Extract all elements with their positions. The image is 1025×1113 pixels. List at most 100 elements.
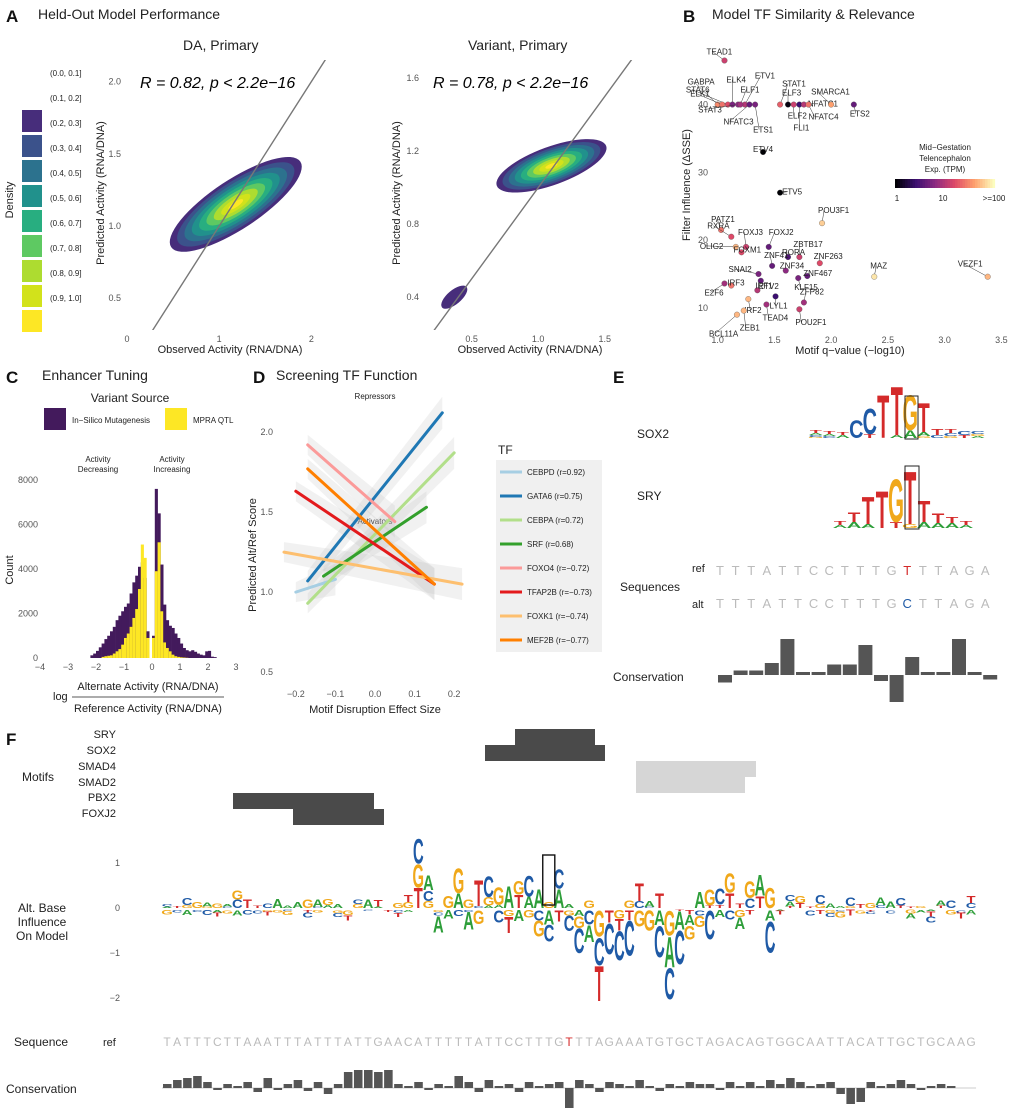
motif-letter: G	[943, 436, 958, 439]
identity-line	[151, 60, 327, 330]
influence-letter: C	[413, 831, 424, 871]
tf-point-label: GABPA	[688, 78, 716, 87]
colorbar-step	[965, 179, 968, 188]
motif-letter: T	[848, 509, 861, 525]
influence-letter: G	[181, 905, 192, 910]
mpra-bar	[143, 557, 147, 658]
variant-source-title: Variant Source	[91, 391, 170, 405]
sequence-base: T	[314, 1035, 322, 1049]
sequence-base: T	[766, 1035, 774, 1049]
motif-letter: T	[918, 494, 931, 529]
alt-base: T	[872, 596, 880, 611]
mpra-bar	[121, 644, 125, 658]
influence-letter: T	[685, 910, 694, 917]
influence-letter: A	[875, 895, 886, 908]
sequence-base: C	[514, 1035, 523, 1049]
influence-letter: A	[232, 909, 243, 917]
mpra-bar	[101, 656, 105, 658]
conservation-bar	[343, 1072, 353, 1088]
colorbar-step	[942, 179, 946, 188]
colorbar-step	[975, 179, 978, 188]
influence-letter: T	[514, 891, 524, 912]
sequence-base: A	[706, 1035, 714, 1049]
annotation-decreasing-2: Decreasing	[78, 465, 118, 474]
influence-letter: T	[605, 908, 614, 927]
influence-letter: G	[523, 908, 534, 920]
influence-letter: A	[835, 906, 846, 909]
motif-track-label: SOX2	[87, 745, 116, 757]
sequence-base: T	[575, 1035, 583, 1049]
da-primary-plot: DA, Primary R = 0.82, p < 2.2e−16 0 1 2 0.5…	[95, 37, 327, 356]
sequence-base: A	[414, 1035, 422, 1049]
conservation-bar	[364, 1070, 373, 1088]
influence-letter: G	[212, 903, 224, 909]
sequence-base: T	[455, 1035, 463, 1049]
tf-point-label: ETV2	[759, 282, 780, 291]
motif-letter: A	[890, 435, 904, 440]
density-bin-label: (0.3, 0.4]	[50, 144, 82, 153]
panel-d-title: Screening TF Function	[276, 367, 417, 383]
conservation-bar	[967, 672, 982, 675]
influence-letter: A	[714, 908, 725, 919]
sequence-base: T	[224, 1035, 232, 1049]
conservation-bar	[313, 1082, 323, 1088]
tf-point-label: ELK1	[690, 90, 710, 99]
variant-primary-plot: Variant, Primary R = 0.78, p < 2.2e−16 0…	[391, 37, 633, 356]
conservation-bar	[434, 1084, 443, 1088]
x-tick-label: 2.5	[882, 335, 895, 345]
motif-letter: G	[903, 387, 918, 442]
conservation-bar	[323, 1088, 333, 1094]
influence-letter: C	[614, 923, 625, 970]
mpra-bar	[132, 617, 136, 658]
alt-base: T	[732, 596, 740, 611]
influence-letter: T	[414, 882, 423, 915]
influence-letter: A	[363, 897, 374, 910]
conservation-bar	[454, 1076, 463, 1088]
influence-letter: C	[483, 870, 494, 903]
motif-letter: A	[809, 433, 823, 436]
ref-base: T	[841, 563, 849, 578]
tf-point-label: POU3F1	[818, 206, 850, 215]
influence-letter: T	[796, 903, 805, 910]
tf-point-label: LYL1	[770, 301, 789, 310]
influence-letter: C	[724, 907, 735, 922]
conservation-bar	[725, 1082, 735, 1088]
tf-point	[728, 233, 735, 240]
conservation-bar	[905, 657, 920, 675]
conservation-bar	[605, 1082, 614, 1088]
influence-letter: A	[534, 883, 545, 914]
sequence-base: G	[926, 1035, 935, 1049]
influence-letter: A	[664, 928, 675, 976]
tf-legend-label: FOXK1 (r=−0.74)	[527, 612, 589, 621]
histogram-xlabel-log: log	[53, 691, 68, 703]
influence-letter: C	[493, 907, 504, 926]
influence-letter: G	[945, 910, 957, 917]
influence-letter: T	[906, 906, 916, 908]
influence-letter: C	[222, 906, 233, 908]
ref-label: ref	[692, 563, 706, 575]
insilico-bar	[177, 637, 181, 658]
confidence-band	[307, 434, 395, 538]
logo-y-tick: −1	[110, 948, 120, 958]
ref-base: T	[903, 563, 911, 578]
influence-letter: C	[192, 910, 203, 913]
y-tick-label: 1.5	[108, 149, 121, 159]
tf-point-label: OLIG2	[700, 242, 724, 251]
tf-legend-label: GATA6 (r=0.75)	[527, 492, 583, 501]
x-tick-label: 0.0	[369, 689, 382, 699]
x-tick-label: 0.1	[408, 689, 421, 699]
sequence-base: C	[504, 1035, 513, 1049]
conservation-bar	[715, 1088, 725, 1090]
influence-letter: A	[483, 905, 494, 909]
influence-letter: C	[765, 912, 776, 962]
influence-letter: T	[504, 913, 513, 939]
ref-base: G	[965, 563, 975, 578]
tf-point	[772, 293, 779, 300]
alt-base: T	[841, 596, 849, 611]
tf-point	[796, 306, 803, 313]
sequence-base: A	[253, 1035, 261, 1049]
density-swatch	[22, 160, 42, 182]
insilico-bar	[98, 647, 102, 658]
insilico-bar	[196, 653, 200, 658]
tf-point-label: ZNF34	[780, 262, 805, 271]
